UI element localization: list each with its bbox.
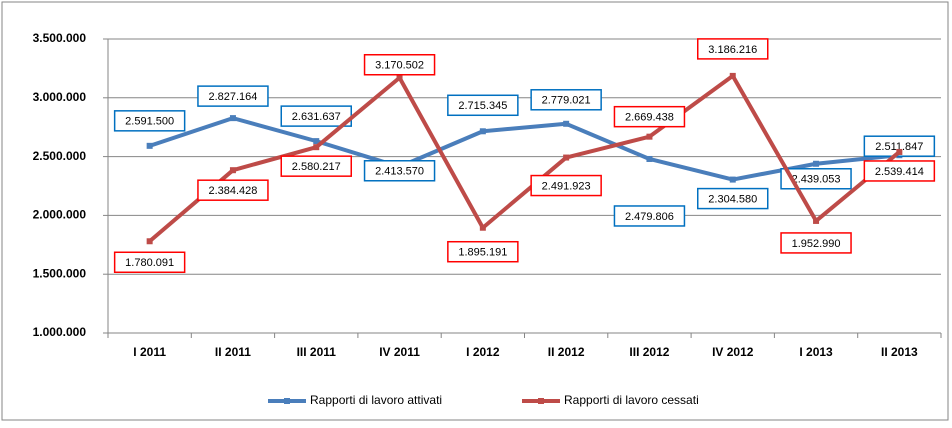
x-tick-label: II 2012 [548,345,585,359]
data-label-box [863,160,936,182]
data-label: 2.669.438 [625,112,674,124]
point-marker [729,72,736,79]
point-marker [479,128,486,135]
data-label-box [613,205,686,227]
data-label: 3.186.216 [708,44,757,56]
y-tick-label: 1.000.000 [33,325,87,339]
y-tick-label: 1.500.000 [33,266,87,280]
x-tick-label: III 2011 [297,345,337,359]
point-marker [396,74,403,81]
point-marker [479,224,486,231]
data-label-box [447,94,519,117]
data-label: 2.479.806 [625,211,674,223]
data-label-box [113,110,186,132]
x-tick-label: III 2012 [629,345,669,359]
legend-marker [284,398,290,404]
data-label: 2.511.847 [875,141,923,153]
data-label-box [697,38,769,60]
point-marker [313,138,320,145]
point-marker [313,144,320,151]
x-tick-label: IV 2012 [712,345,754,359]
point-marker [146,142,153,149]
y-tick-label: 2.500.000 [33,149,87,163]
x-tick-label: I 2013 [799,345,833,359]
data-label-box [780,232,852,254]
data-label-box [780,168,852,190]
point-marker [229,167,236,174]
data-label: 2.580.217 [292,161,341,173]
data-label: 2.491.923 [542,180,591,192]
x-tick-label: II 2013 [881,345,918,359]
data-label-box [363,53,436,76]
point-marker [146,238,153,245]
data-label-box [280,155,352,177]
point-marker [896,148,903,155]
data-label-box [863,135,936,157]
data-label: 2.631.637 [292,111,341,123]
data-label-box [530,89,602,111]
data-label: 2.413.570 [375,166,424,178]
data-label: 1.780.091 [125,257,174,269]
point-marker [729,176,736,183]
x-tick-label: IV 2011 [379,345,420,359]
data-label: 1.952.990 [792,238,841,250]
y-tick-label: 3.500.000 [33,31,87,45]
data-label: 2.384.428 [208,185,257,197]
data-label: 2.715.345 [458,100,507,112]
point-marker [563,120,570,127]
data-label-box [447,240,519,263]
legend-label: Rapporti di lavoro cessati [564,393,699,407]
data-label: 2.591.500 [125,116,174,128]
point-marker [229,115,236,122]
point-marker [646,133,653,140]
data-label-box [697,187,769,210]
data-label: 2.439.053 [792,174,841,186]
data-label-box [113,251,186,274]
point-marker [813,160,820,167]
data-label: 1.895.191 [458,247,507,259]
series-line [149,116,900,182]
point-marker [646,155,653,162]
legend-marker [538,398,544,404]
point-marker [563,154,570,161]
data-label-box [613,105,686,128]
data-label-box [363,160,436,182]
data-label: 2.827.164 [208,91,257,103]
x-tick-label: II 2011 [215,345,251,359]
data-label-box [197,179,269,201]
data-label: 2.779.021 [542,95,591,107]
legend-label: Rapporti di lavoro attivati [310,393,442,407]
data-label-box [530,174,602,197]
data-label-box [197,85,269,107]
data-label: 2.304.580 [708,193,757,205]
y-tick-label: 2.000.000 [33,208,87,222]
data-label: 2.539.414 [875,166,924,178]
y-tick-label: 3.000.000 [33,90,87,104]
data-label: 3.170.502 [375,60,424,72]
series-line [148,73,901,243]
x-tick-label: I 2012 [466,345,500,359]
point-marker [813,217,820,224]
x-tick-label: I 2011 [133,345,166,359]
